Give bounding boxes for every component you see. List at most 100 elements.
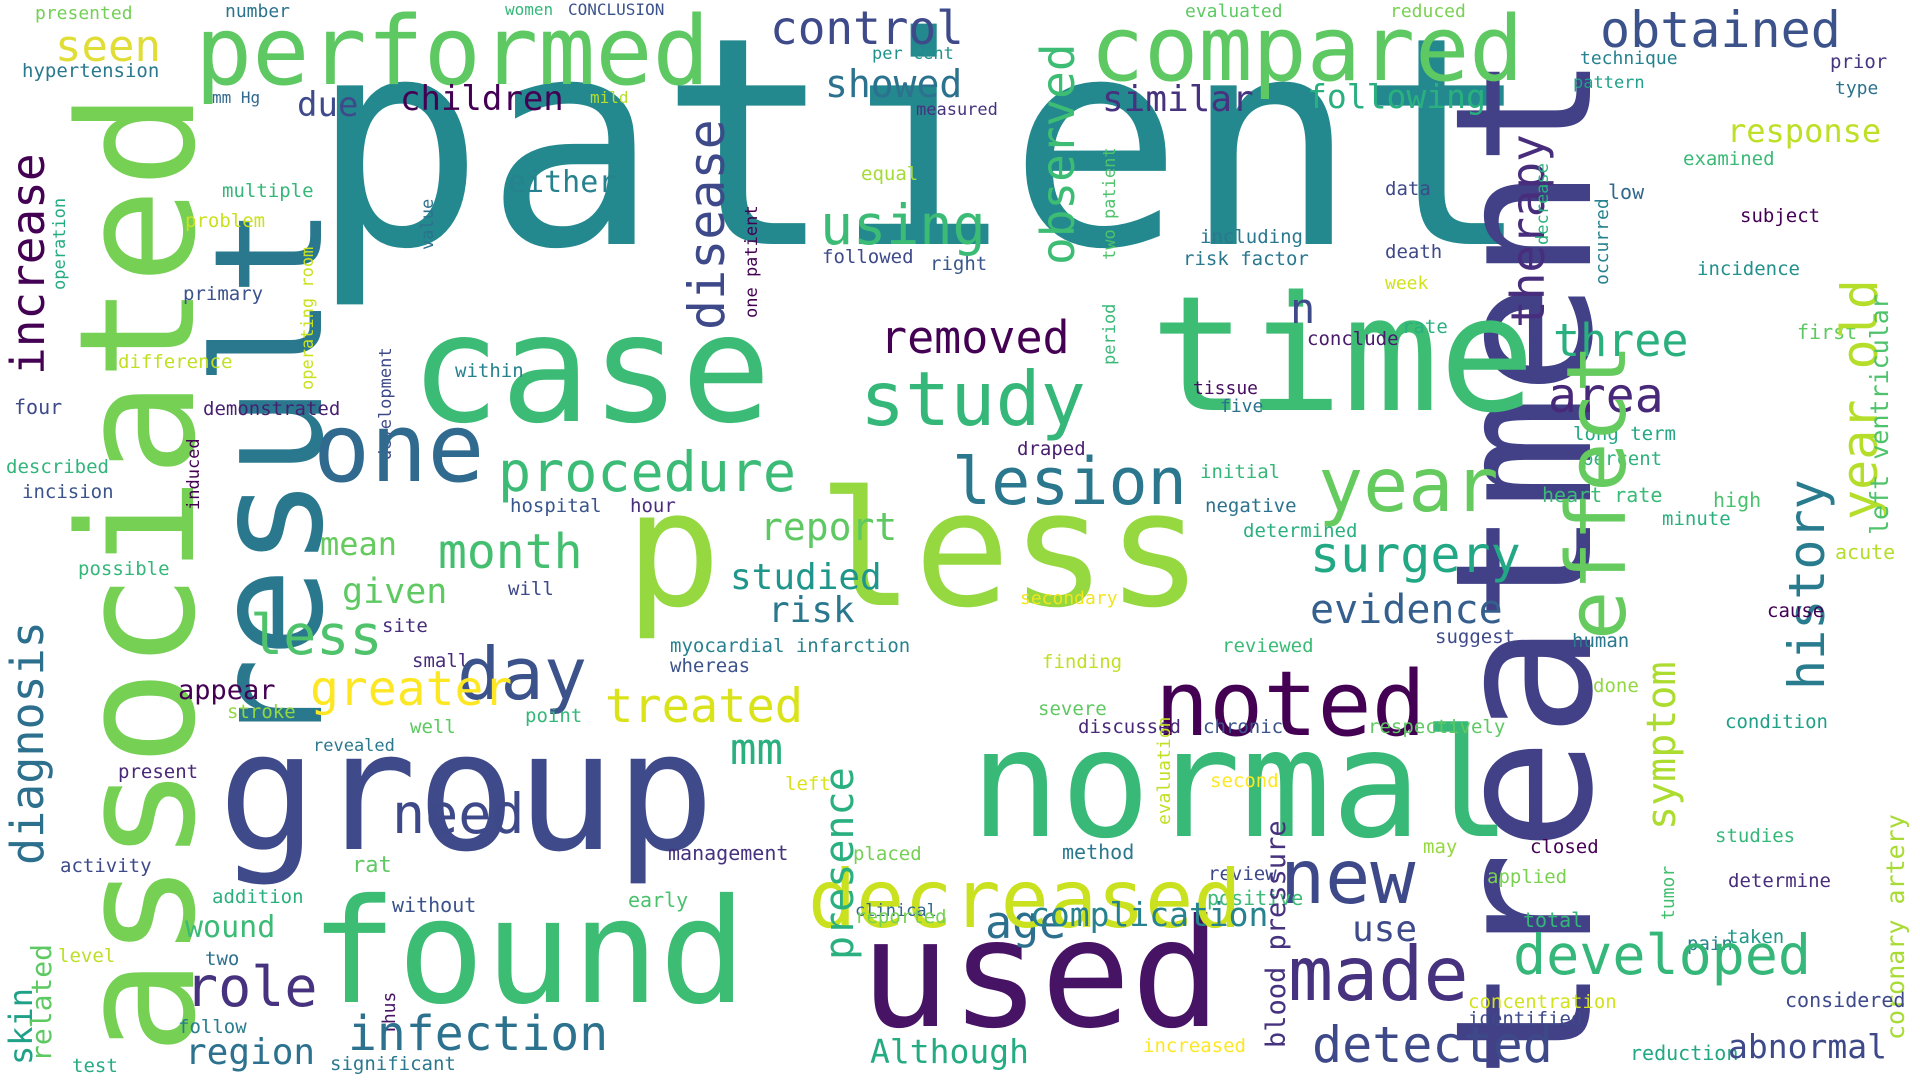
cloud-word: patient bbox=[310, 0, 1533, 313]
cloud-word: review bbox=[1208, 863, 1277, 885]
cloud-word: time bbox=[1150, 261, 1536, 448]
cloud-word: reviewed bbox=[1222, 635, 1314, 657]
cloud-word: wound bbox=[185, 910, 276, 945]
cloud-word: chronic bbox=[1203, 716, 1284, 738]
cloud-word: normal bbox=[970, 698, 1512, 872]
cloud-word: mm Hg bbox=[212, 88, 261, 107]
cloud-word: prior bbox=[1830, 51, 1888, 73]
cloud-word: death bbox=[1385, 241, 1443, 263]
cloud-word: first bbox=[1797, 320, 1858, 344]
cloud-word: due bbox=[297, 85, 359, 125]
cloud-word: history bbox=[1778, 479, 1836, 690]
cloud-word: using bbox=[820, 193, 986, 257]
cloud-word: test bbox=[72, 1055, 118, 1077]
cloud-word: case bbox=[410, 283, 772, 457]
cloud-word: initial bbox=[1200, 461, 1281, 483]
cloud-word: point bbox=[525, 705, 583, 727]
cloud-word: made bbox=[1288, 930, 1469, 1018]
cloud-word: within bbox=[455, 360, 524, 382]
cloud-word: long term bbox=[1573, 423, 1676, 445]
cloud-word: detected bbox=[1312, 1016, 1553, 1074]
cloud-word: increased bbox=[1143, 1035, 1246, 1057]
cloud-word: symptom bbox=[1639, 661, 1685, 830]
cloud-word: positive bbox=[1207, 886, 1304, 910]
cloud-word: noted bbox=[1155, 652, 1426, 757]
cloud-word: reduced bbox=[1390, 1, 1466, 22]
cloud-word: rate bbox=[1402, 316, 1448, 338]
cloud-word: negative bbox=[1205, 495, 1297, 517]
cloud-word: type bbox=[1835, 78, 1879, 99]
cloud-word: closed bbox=[1530, 836, 1599, 858]
cloud-word: early bbox=[628, 888, 689, 912]
cloud-word: level bbox=[58, 945, 116, 967]
cloud-word: age bbox=[985, 896, 1067, 949]
cloud-word: concentration bbox=[1468, 991, 1617, 1013]
cloud-word: mild bbox=[590, 88, 629, 107]
cloud-word: possible bbox=[78, 558, 170, 580]
cloud-word: data bbox=[1385, 178, 1431, 200]
cloud-word: report bbox=[760, 505, 898, 549]
cloud-word: group bbox=[218, 696, 715, 888]
cloud-word: incidence bbox=[1697, 258, 1800, 280]
cloud-word: secondary bbox=[1020, 588, 1118, 609]
cloud-word: done bbox=[1593, 675, 1639, 697]
cloud-word: mean bbox=[320, 525, 398, 563]
cloud-word: used bbox=[860, 888, 1222, 1062]
cloud-word: described bbox=[6, 456, 109, 478]
cloud-word: day bbox=[457, 632, 588, 716]
cloud-word: human bbox=[1572, 630, 1630, 652]
cloud-word: evaluation bbox=[1154, 716, 1175, 825]
cloud-word: may bbox=[1423, 836, 1458, 858]
cloud-word: presented bbox=[35, 3, 133, 24]
cloud-word: less bbox=[250, 603, 383, 667]
cloud-word: finding bbox=[1042, 651, 1123, 673]
cloud-word: one bbox=[313, 394, 485, 504]
cloud-word: hour bbox=[630, 495, 676, 517]
cloud-word: suggest bbox=[1435, 626, 1516, 648]
cloud-word: developed bbox=[1513, 923, 1812, 987]
cloud-word: myocardial infarction bbox=[670, 635, 911, 657]
cloud-word: three bbox=[1553, 314, 1689, 367]
cloud-word: will bbox=[508, 578, 554, 600]
cloud-word: technique bbox=[1580, 48, 1678, 69]
cloud-word: respectively bbox=[1368, 716, 1506, 738]
cloud-word: left bbox=[785, 773, 831, 795]
cloud-word: right bbox=[930, 253, 988, 275]
cloud-word: decrease bbox=[1533, 163, 1553, 245]
cloud-word: induced bbox=[184, 438, 204, 510]
cloud-word: evidence bbox=[1310, 587, 1503, 633]
cloud-word: difference bbox=[118, 351, 233, 373]
cloud-word: obtained bbox=[1600, 1, 1841, 59]
cloud-word: year bbox=[1318, 441, 1499, 529]
cloud-word: pattern bbox=[1573, 73, 1645, 93]
cloud-word: condition bbox=[1725, 711, 1828, 733]
cloud-word: risk bbox=[768, 590, 855, 631]
cloud-word: infection bbox=[348, 1006, 609, 1062]
cloud-word: decreased bbox=[808, 853, 1242, 946]
cloud-word: number bbox=[225, 1, 291, 22]
cloud-word: effect bbox=[1550, 343, 1645, 640]
cloud-word: left ventricular bbox=[1865, 294, 1894, 535]
cloud-word: identified bbox=[1468, 1008, 1583, 1030]
cloud-word: presence bbox=[817, 767, 863, 960]
cloud-word: new bbox=[1280, 833, 1416, 921]
cloud-word: response bbox=[1727, 112, 1882, 150]
cloud-word: demonstrated bbox=[203, 398, 341, 420]
cloud-word: taken bbox=[1727, 926, 1785, 948]
cloud-word: low bbox=[1608, 180, 1645, 204]
cloud-word: five bbox=[1220, 396, 1264, 417]
cloud-word: severe bbox=[1038, 698, 1107, 720]
cloud-word: pain bbox=[1687, 933, 1733, 955]
cloud-word: tissue bbox=[1193, 378, 1259, 399]
cloud-word: including bbox=[1200, 226, 1303, 248]
cloud-word: risk factor bbox=[1183, 248, 1309, 270]
cloud-word: n bbox=[1290, 284, 1316, 333]
cloud-word: whereas bbox=[670, 655, 751, 677]
cloud-word: followed bbox=[822, 246, 914, 268]
cloud-word: examined bbox=[1683, 148, 1775, 170]
cloud-word: performed bbox=[195, 0, 710, 107]
cloud-word: management bbox=[668, 841, 789, 865]
cloud-word: control bbox=[770, 1, 964, 55]
cloud-word: present bbox=[118, 761, 199, 783]
cloud-word: treated bbox=[605, 679, 804, 734]
